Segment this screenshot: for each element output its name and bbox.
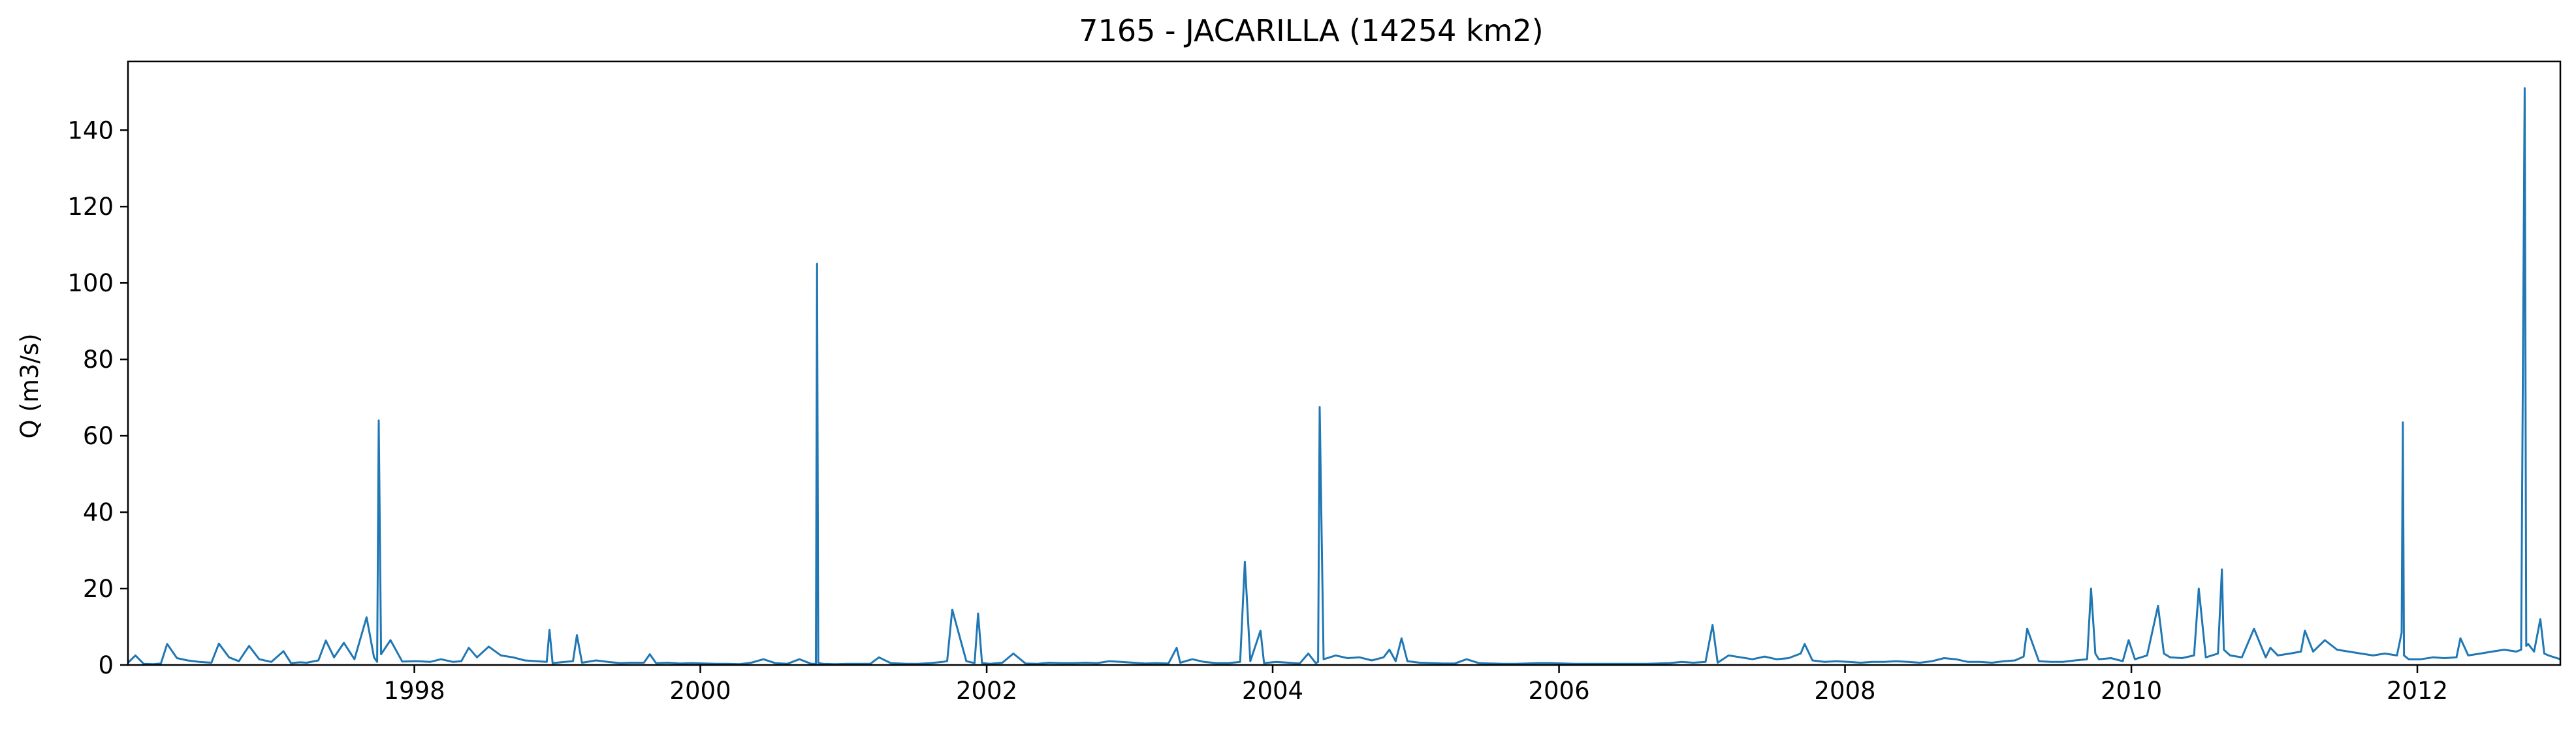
x-tick-label: 2004 xyxy=(1242,677,1303,705)
x-tick-label: 2006 xyxy=(1528,677,1589,705)
chart-title: 7165 - JACARILLA (14254 km2) xyxy=(1079,13,1543,48)
y-tick-label: 80 xyxy=(83,346,114,374)
y-tick-label: 140 xyxy=(67,116,114,144)
plot-area: 1998 2000 2002 2004 2006 2008 2010 2012 0 20 40 60… xyxy=(67,60,2562,705)
y-tick-label: 40 xyxy=(83,498,114,526)
y-axis-ticks: 0 20 40 60 80 100 120 140 xyxy=(67,116,128,679)
y-tick-label: 20 xyxy=(83,575,114,603)
series-layer xyxy=(127,87,2561,666)
x-tick-label: 2002 xyxy=(956,677,1017,705)
y-tick-label: 0 xyxy=(98,651,114,679)
x-tick-label: 2010 xyxy=(2101,677,2162,705)
discharge-series-line xyxy=(127,87,2561,666)
x-tick-label: 2012 xyxy=(2387,677,2448,705)
x-axis-ticks: 1998 2000 2002 2004 2006 2008 2010 2012 xyxy=(383,665,2448,705)
y-tick-label: 60 xyxy=(83,422,114,450)
y-tick-label: 120 xyxy=(67,193,114,221)
axes-frame xyxy=(127,60,2562,666)
y-axis-title: Q (m3/s) xyxy=(16,333,44,438)
x-tick-label: 2008 xyxy=(1814,677,1875,705)
y-tick-label: 100 xyxy=(67,269,114,297)
x-tick-label: 1998 xyxy=(383,677,445,705)
x-tick-label: 2000 xyxy=(669,677,731,705)
